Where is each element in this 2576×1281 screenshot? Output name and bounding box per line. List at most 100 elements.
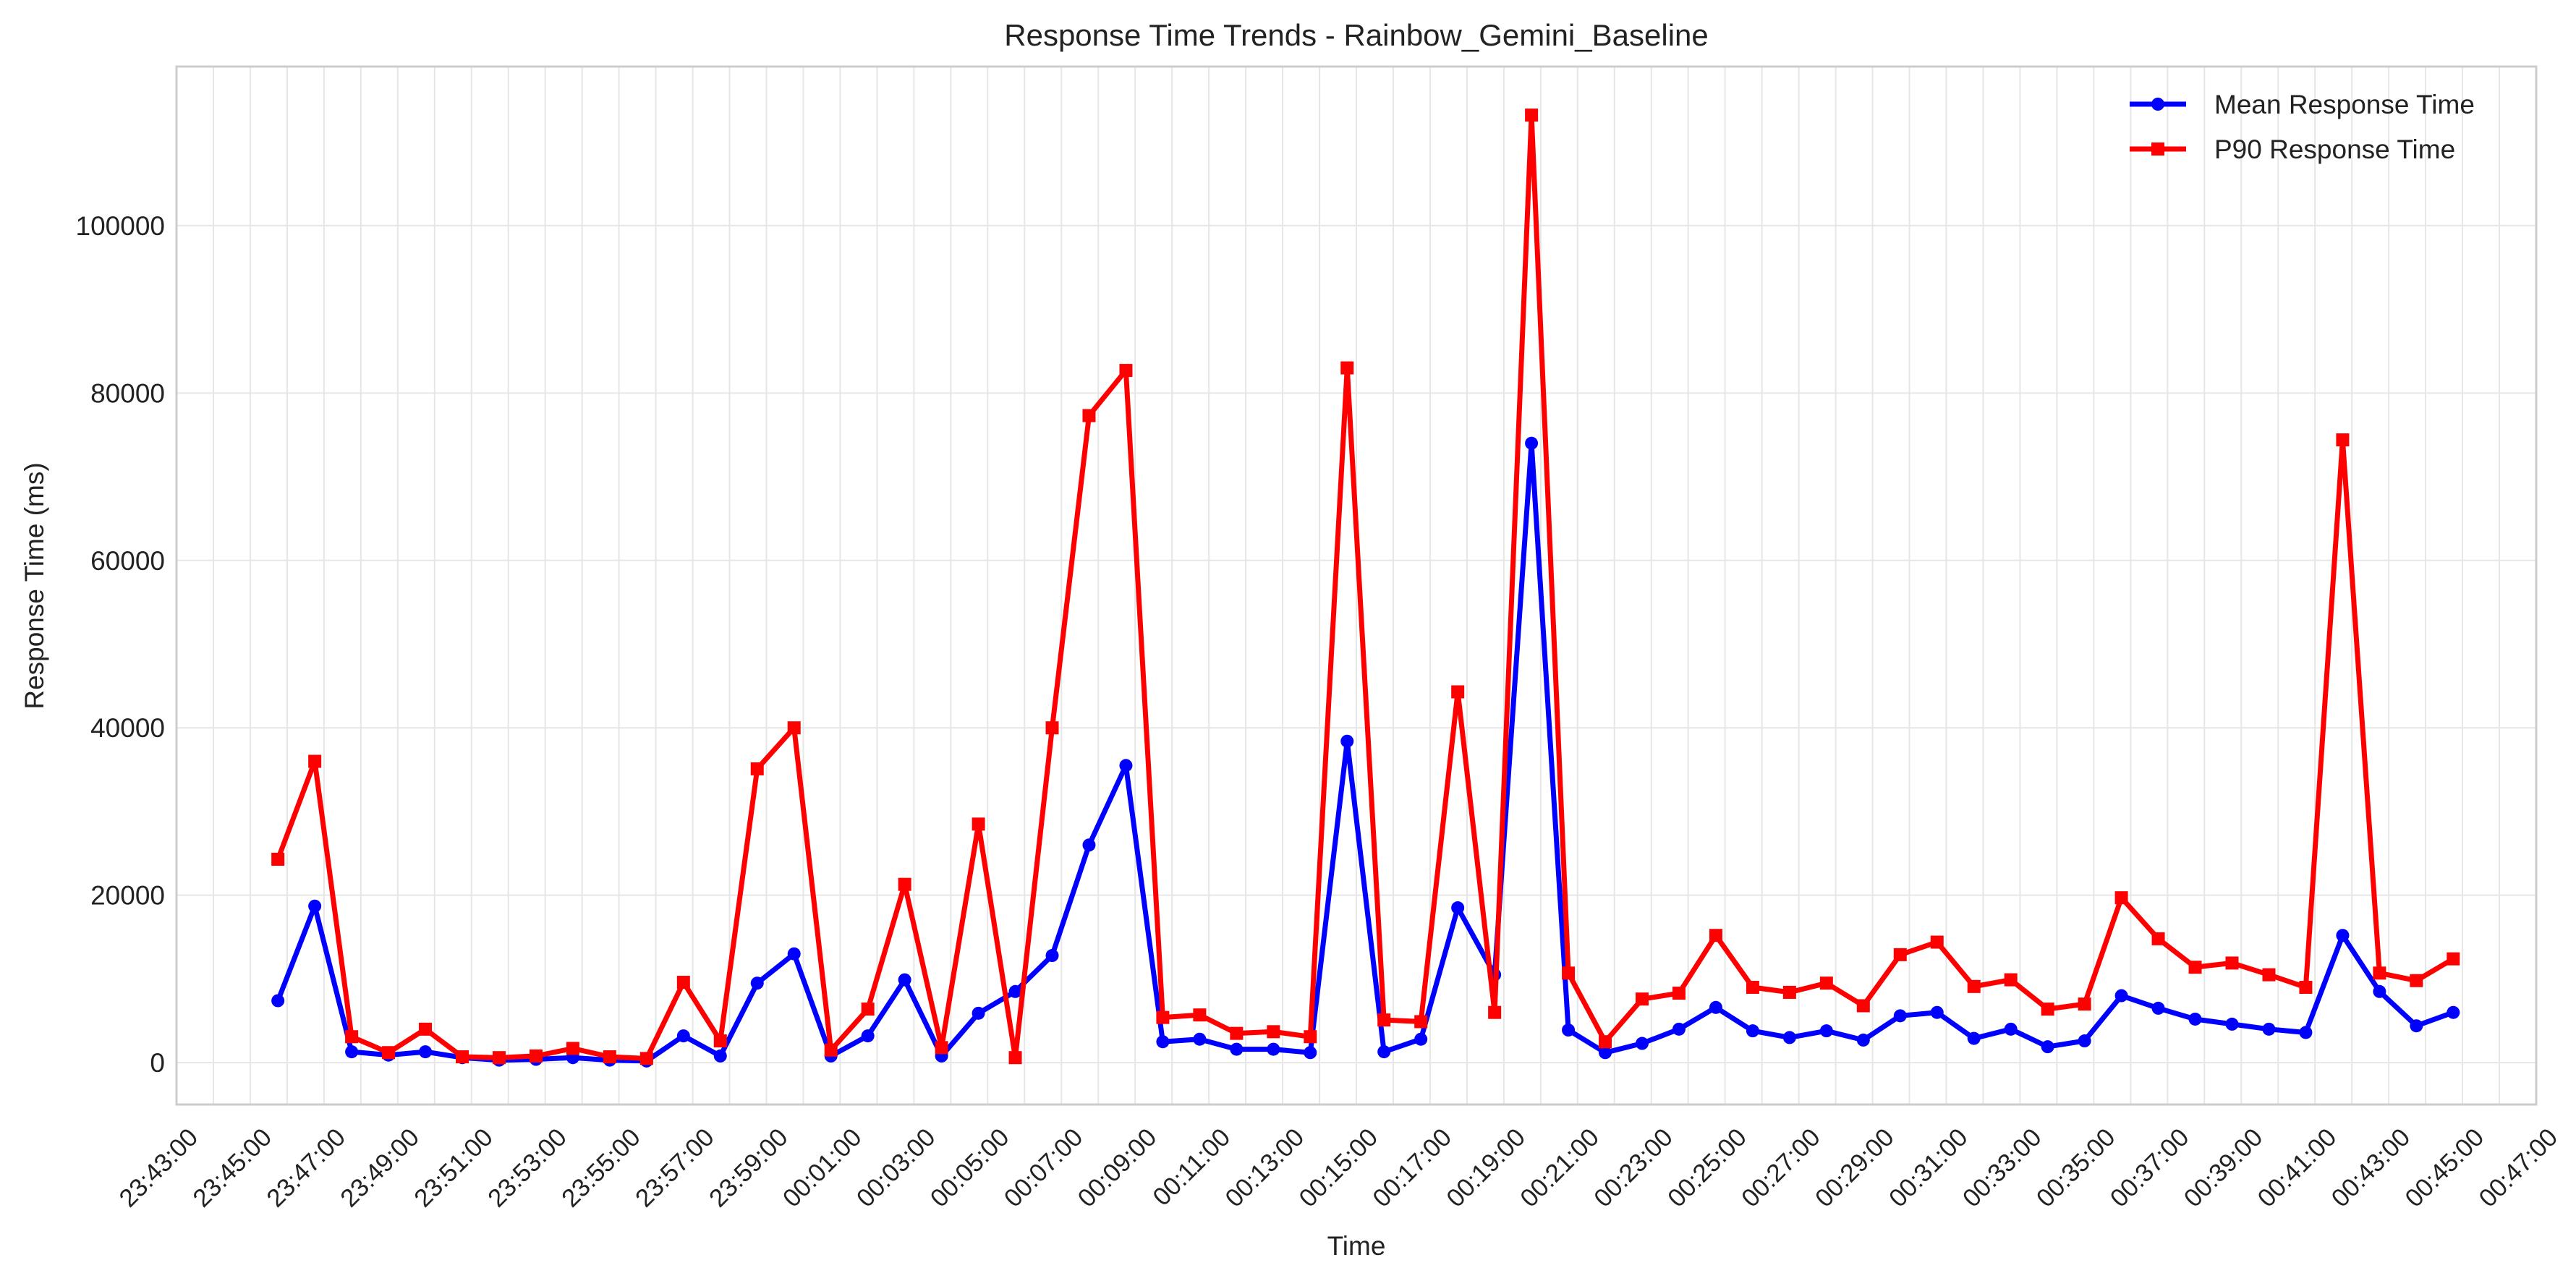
y-tick-label: 40000 [90, 713, 165, 743]
data-point-mean [1340, 734, 1354, 748]
data-point-p90 [308, 754, 322, 768]
legend-label-p90: P90 Response Time [2214, 135, 2455, 164]
data-point-p90 [1267, 1025, 1280, 1039]
data-point-mean [1782, 1031, 1796, 1044]
data-point-mean [2299, 1026, 2313, 1039]
data-point-mean [1562, 1023, 1576, 1037]
data-point-mean [1525, 436, 1539, 450]
data-point-p90 [935, 1041, 948, 1055]
y-tick-label: 60000 [90, 546, 165, 576]
data-point-mean [2114, 989, 2128, 1003]
y-tick-label: 0 [150, 1048, 165, 1078]
data-point-p90 [1045, 721, 1059, 735]
data-point-mean [1451, 901, 1465, 915]
data-point-mean [676, 1029, 690, 1043]
data-point-p90 [566, 1042, 579, 1055]
data-point-mean [713, 1049, 727, 1063]
data-point-mean [1230, 1042, 1244, 1056]
data-point-p90 [456, 1050, 469, 1064]
legend-label-mean: Mean Response Time [2214, 90, 2475, 119]
data-point-p90 [972, 817, 985, 831]
data-point-p90 [1488, 1005, 1502, 1019]
data-point-mean [1045, 949, 1059, 963]
data-point-mean [2336, 929, 2350, 942]
data-point-mean [2373, 984, 2386, 998]
legend-entry-p90: P90 Response Time [2130, 135, 2455, 164]
data-point-p90 [2041, 1003, 2054, 1016]
data-point-p90 [1819, 976, 1833, 990]
data-point-p90 [1930, 935, 1944, 949]
data-point-p90 [1525, 108, 1539, 122]
grid-lines [176, 67, 2537, 1105]
data-point-p90 [2373, 966, 2386, 980]
data-point-p90 [2078, 997, 2091, 1011]
data-point-mean [1636, 1037, 1649, 1050]
data-point-p90 [2114, 891, 2128, 905]
data-point-p90 [2151, 932, 2165, 945]
data-point-p90 [2299, 980, 2313, 994]
data-point-p90 [2336, 433, 2350, 447]
y-tick-label: 20000 [90, 881, 165, 911]
data-point-p90 [1967, 979, 1981, 993]
y-axis-ticks: 0 20000 40000 60000 80000 100000 [76, 211, 165, 1078]
data-point-mean [2004, 1022, 2018, 1036]
data-point-p90 [1377, 1013, 1391, 1027]
data-point-p90 [382, 1046, 396, 1060]
data-point-mean [1304, 1046, 1317, 1060]
data-point-p90 [787, 721, 801, 735]
data-point-mean [345, 1045, 359, 1059]
data-point-mean [2225, 1017, 2239, 1031]
data-point-mean [2262, 1022, 2276, 1036]
data-point-p90 [1340, 361, 1354, 375]
chart-title: Response Time Trends - Rainbow_Gemini_Ba… [1004, 18, 1709, 52]
data-point-p90 [2262, 968, 2276, 982]
data-point-mean [1599, 1046, 1612, 1060]
data-point-p90 [898, 877, 911, 891]
data-point-mean [1008, 984, 1022, 998]
data-point-mean [898, 973, 911, 987]
data-point-p90 [419, 1022, 433, 1036]
legend: Mean Response Time P90 Response Time [2130, 90, 2475, 164]
legend-marker-p90 [2151, 142, 2164, 156]
plot-area-frame [175, 65, 2538, 1106]
data-point-p90 [2188, 961, 2202, 974]
data-point-mean [750, 976, 764, 990]
data-point-p90 [2447, 952, 2460, 966]
x-axis-label: Time [1327, 1231, 1386, 1261]
data-point-p90 [713, 1034, 727, 1048]
data-point-p90 [345, 1030, 359, 1044]
data-point-mean [1082, 838, 1096, 852]
data-point-p90 [1599, 1035, 1612, 1049]
data-point-mean [1156, 1035, 1170, 1049]
data-point-p90 [676, 976, 690, 990]
data-point-mean [861, 1029, 875, 1043]
data-point-mean [2447, 1005, 2460, 1019]
data-point-p90 [1008, 1051, 1022, 1065]
data-point-mean [271, 994, 285, 1008]
data-point-mean [2041, 1040, 2054, 1054]
data-point-mean [419, 1045, 433, 1059]
legend-entry-mean: Mean Response Time [2130, 90, 2475, 119]
data-point-p90 [1672, 987, 1686, 1000]
data-point-p90 [824, 1043, 838, 1057]
data-point-mean [2188, 1012, 2202, 1026]
data-point-mean [308, 899, 322, 913]
data-point-mean [1119, 759, 1133, 773]
data-point-p90 [1082, 409, 1096, 422]
data-point-mean [1267, 1042, 1280, 1056]
y-tick-label: 100000 [76, 211, 165, 241]
data-point-mean [2151, 1001, 2165, 1015]
data-point-p90 [1856, 999, 1870, 1013]
data-point-mean [2078, 1034, 2091, 1048]
data-point-mean [787, 947, 801, 961]
data-point-p90 [1156, 1010, 1170, 1024]
data-point-p90 [1193, 1008, 1207, 1022]
data-point-mean [1856, 1033, 1870, 1047]
data-point-p90 [1451, 685, 1465, 699]
data-point-p90 [1414, 1015, 1428, 1029]
data-point-mean [1672, 1022, 1686, 1036]
data-point-mean [1414, 1032, 1428, 1046]
legend-marker-mean [2151, 98, 2164, 111]
data-point-p90 [861, 1003, 875, 1016]
